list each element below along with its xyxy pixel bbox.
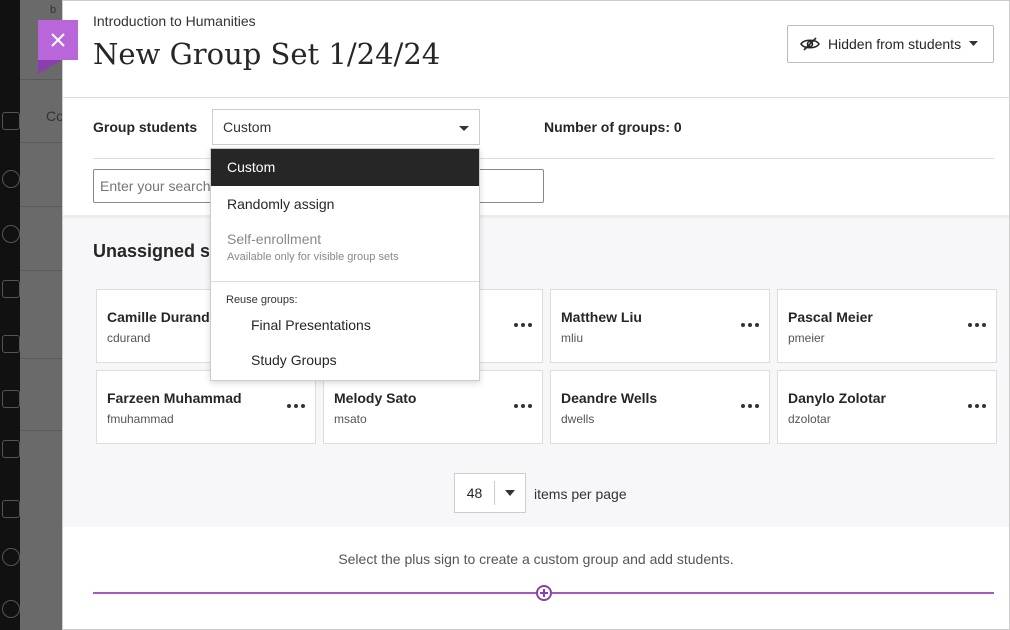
student-card[interactable]: Farzeen Muhammad fmuhammad [96, 370, 316, 444]
student-name: Deandre Wells [561, 390, 658, 406]
unassigned-heading: Unassigned students [93, 241, 209, 261]
profile-icon [2, 170, 20, 188]
more-options-icon[interactable] [287, 404, 305, 408]
student-username: msato [334, 412, 367, 426]
option-randomly-assign[interactable]: Randomly assign [227, 196, 335, 212]
more-options-icon[interactable] [741, 323, 759, 327]
more-options-icon[interactable] [514, 404, 532, 408]
close-button-fold [38, 60, 62, 74]
divider [93, 158, 994, 159]
background-overlay: b Co [20, 0, 64, 630]
edit-icon [2, 500, 20, 518]
eye-slash-icon [800, 37, 820, 51]
student-name: Matthew Liu [561, 309, 642, 325]
background-text: Co [46, 108, 64, 124]
create-group-hint: Select the plus sign to create a custom … [338, 551, 734, 567]
items-per-page-value: 48 [455, 481, 495, 505]
student-username: dwells [561, 412, 595, 426]
option-study-groups[interactable]: Study Groups [251, 352, 337, 368]
student-name: Pascal Meier [788, 309, 873, 325]
select-value: Custom [223, 119, 272, 135]
grades-icon [2, 440, 20, 458]
tools-icon [2, 548, 20, 566]
student-username: dzolotar [788, 412, 831, 426]
group-students-select[interactable]: Custom [212, 109, 480, 145]
background-nav-rail [0, 0, 20, 630]
student-name: Danylo Zolotar [788, 390, 887, 406]
student-username: fmuhammad [107, 412, 174, 426]
background-text: b [50, 4, 57, 16]
group-set-panel: Introduction to Humanities New Group Set… [62, 0, 1010, 630]
student-card[interactable]: Melody Sato msato [323, 370, 543, 444]
number-of-groups: Number of groups: 0 [544, 119, 682, 135]
more-options-icon[interactable] [514, 323, 532, 327]
visibility-label: Hidden from students [828, 36, 962, 52]
group-students-label: Group students [93, 119, 198, 135]
more-options-icon[interactable] [741, 404, 759, 408]
student-card[interactable]: Deandre Wells dwells [550, 370, 770, 444]
more-options-icon[interactable] [968, 404, 986, 408]
globe-icon [2, 225, 20, 243]
caret-down-icon [459, 126, 469, 131]
student-card[interactable]: Matthew Liu mliu [550, 289, 770, 363]
search-input[interactable] [99, 170, 211, 202]
caret-down-icon [969, 41, 979, 46]
items-per-page-select[interactable]: 48 [454, 473, 526, 513]
institution-icon [2, 112, 20, 130]
page-title[interactable]: New Group Set 1/24/24 [93, 37, 441, 71]
add-group-plus-icon[interactable] [536, 585, 552, 601]
more-options-icon[interactable] [968, 323, 986, 327]
divider [211, 281, 479, 282]
sign-out-icon [2, 600, 20, 618]
student-username: pmeier [788, 331, 825, 345]
student-name: Melody Sato [334, 390, 417, 406]
student-name: Farzeen Muhammad [107, 390, 242, 406]
divider [63, 97, 1010, 98]
group-students-dropdown: Custom Randomly assign Self-enrollment Av… [210, 148, 480, 381]
close-button[interactable] [38, 20, 78, 60]
option-final-presentations[interactable]: Final Presentations [251, 317, 371, 333]
student-card[interactable]: Pascal Meier pmeier [777, 289, 997, 363]
option-self-enrollment: Self-enrollment Available only for visibl… [211, 223, 479, 277]
student-username: cdurand [107, 331, 151, 345]
course-name: Introduction to Humanities [93, 13, 256, 29]
student-username: mliu [561, 331, 584, 345]
calendar-icon [2, 335, 20, 353]
option-custom[interactable]: Custom [211, 149, 479, 186]
option-label: Self-enrollment [227, 231, 322, 247]
student-card[interactable]: Danylo Zolotar dzolotar [777, 370, 997, 444]
messages-icon [2, 390, 20, 408]
courses-icon [2, 280, 20, 298]
caret-down-icon [505, 490, 515, 496]
reuse-groups-label: Reuse groups: [226, 294, 298, 306]
items-per-page-label: items per page [534, 486, 627, 502]
close-icon [51, 33, 65, 47]
visibility-button[interactable]: Hidden from students [787, 25, 994, 63]
option-note: Available only for visible group sets [227, 251, 399, 263]
student-name: Camille Durand [107, 309, 210, 325]
